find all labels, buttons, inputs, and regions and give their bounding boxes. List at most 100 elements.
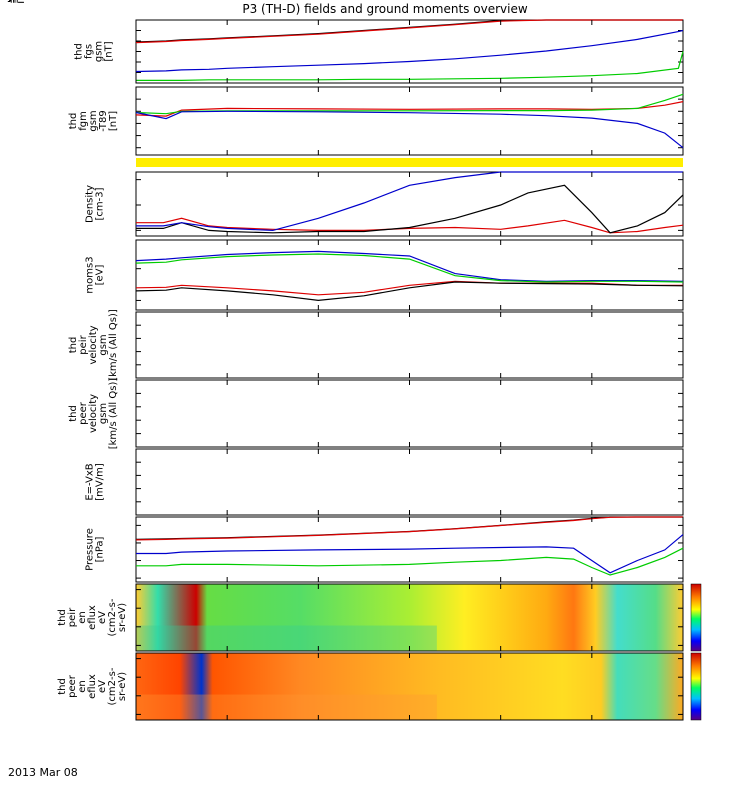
y-axis-label: gsm [88,110,99,131]
series-line [136,171,683,232]
series-line [136,547,684,576]
y-axis-label: fgs [84,44,95,59]
x-tick-label: -0.1 [0,0,11,3]
colorbar-label: 103 [0,0,16,3]
legend-entry: Ey [0,0,14,3]
y-axis-label: en [77,611,88,624]
colorbar-label: 104 [0,0,16,3]
series-line [136,534,684,574]
y-axis-label: E=-VxB [85,463,96,500]
y-axis-label: [nT] [104,41,115,61]
legend-entry: Vt [0,0,13,3]
y-axis-label: eflux [87,674,98,699]
x-tick-label: 0700 [0,0,14,3]
x-tick-label: -4.5 [0,0,11,3]
colorbar [690,583,702,652]
x-axis-row-label: thd_Z-GSM [0,0,60,3]
y-axis-label: thd [68,337,79,354]
colorbar-label: 106 [0,0,16,3]
colorbar [690,652,702,721]
x-tick-label: 0600 [0,0,14,3]
x-tick-label: 0.5 [0,0,9,3]
spectrogram-band [136,625,437,651]
y-axis-label: eflux [87,605,98,630]
x-tick-label: 7.6 [0,0,9,3]
x-tick-label: 8.4 [0,0,9,3]
y-axis-label: [km/s (All Qs)] [108,378,119,450]
x-tick-label: 0.6 [0,0,9,3]
colorbar-label: 106 [0,0,16,3]
legend-entry: Ni [0,0,11,3]
legend-entry: By [0,0,15,3]
x-tick-label: 5.7 [0,0,9,3]
legend-entry: Te|| [0,0,19,3]
series-line [135,516,683,541]
panel-peir_en_eflux: 10310410510610710810100100010000thdpeire… [0,0,702,652]
panel-fgm_gsm_t89: -150-100-50050100thdfgmgsm-T89[nT]BzByBx [0,0,684,156]
y-axis-label: [nT] [108,111,119,131]
y-axis-label: velocity [88,394,99,433]
legend-entry: Npot [0,0,27,3]
series-line [136,217,684,234]
legend-entry: bx [0,0,14,3]
y-axis-label: thd [57,678,68,695]
legend-entry: Pe [0,0,13,3]
panels: -20020406080100thdfgsgsm[nT]Btbzbybx-150… [0,0,702,721]
x-tick-label: -0.1 [0,0,11,3]
x-axis-row-label: hhmm [0,0,35,3]
series-line [135,250,684,282]
colorbar-label: 107 [0,0,16,3]
series-line [135,280,683,296]
y-axis-label: [mV/m] [95,463,106,501]
y-axis-label: [cm-3] [95,187,106,220]
legend-entry: Vx [0,0,15,3]
legend-entry: Pt [0,0,12,3]
colorbar-label: 105 [0,0,16,3]
panel-frame [135,19,684,84]
panel-frame [135,86,684,156]
y-axis-label: gsm [98,334,109,355]
spectrogram-peer_en_eflux [136,653,683,720]
flag-bar [136,158,683,167]
x-tick-label: 1.4 [0,0,9,3]
panel-peer_en_eflux: 10410510610710810100100010000thdpeerenef… [0,0,702,721]
colorbar-label: 104 [0,0,16,3]
series-line [136,51,684,81]
series-line [135,93,684,115]
x-tick-label: 3.9 [0,0,9,3]
panel-e_field: 0.00.20.40.60.81.0E=-VxB[mV/m]EzEyEx [0,0,684,516]
y-axis-label: thd [68,405,79,422]
figure-title: P3 (TH-D) fields and ground moments over… [242,2,527,16]
y-axis-label: eV [97,680,108,693]
series-line [135,110,684,149]
x-tick-label: 1000 [0,0,14,3]
x-tick-label: 1200 [0,0,14,3]
y-axis-label: thd [74,43,85,60]
legend-entry: Ez [0,0,13,3]
legend-entry: Pb [0,0,14,3]
panel-frame [135,239,684,311]
legend-entry: Ti⊥ [0,0,19,3]
series-line [136,184,684,234]
legend-entry: Ne [0,0,15,3]
series-line [135,19,683,44]
panel-frame [135,311,684,379]
x-axis: thd_X-GSM8.48.17.66.85.73.90.6thd_Y-GSM-… [0,0,684,720]
legend-entry: Te⊥ [0,0,21,3]
x-tick-label: -2.2 [0,0,11,3]
panel-frame [135,379,684,448]
y-axis-label: en [77,680,88,693]
legend-entry: Vz [0,0,14,3]
legend-entry: Vz [0,0,14,3]
legend-entry: bz [0,0,13,3]
y-axis-label: [eV] [95,265,106,286]
colorbar-label: 107 [0,0,16,3]
y-axis-label: peer [67,674,78,698]
legend-entry: Ex [0,0,14,3]
y-axis-label: eV [97,611,108,624]
x-tick-label: -0.2 [0,0,11,3]
legend-entry: Bx [0,0,15,3]
series-line [135,253,684,283]
legend-entry: Ti|| [0,0,17,3]
legend-entry: Vx [0,0,15,3]
